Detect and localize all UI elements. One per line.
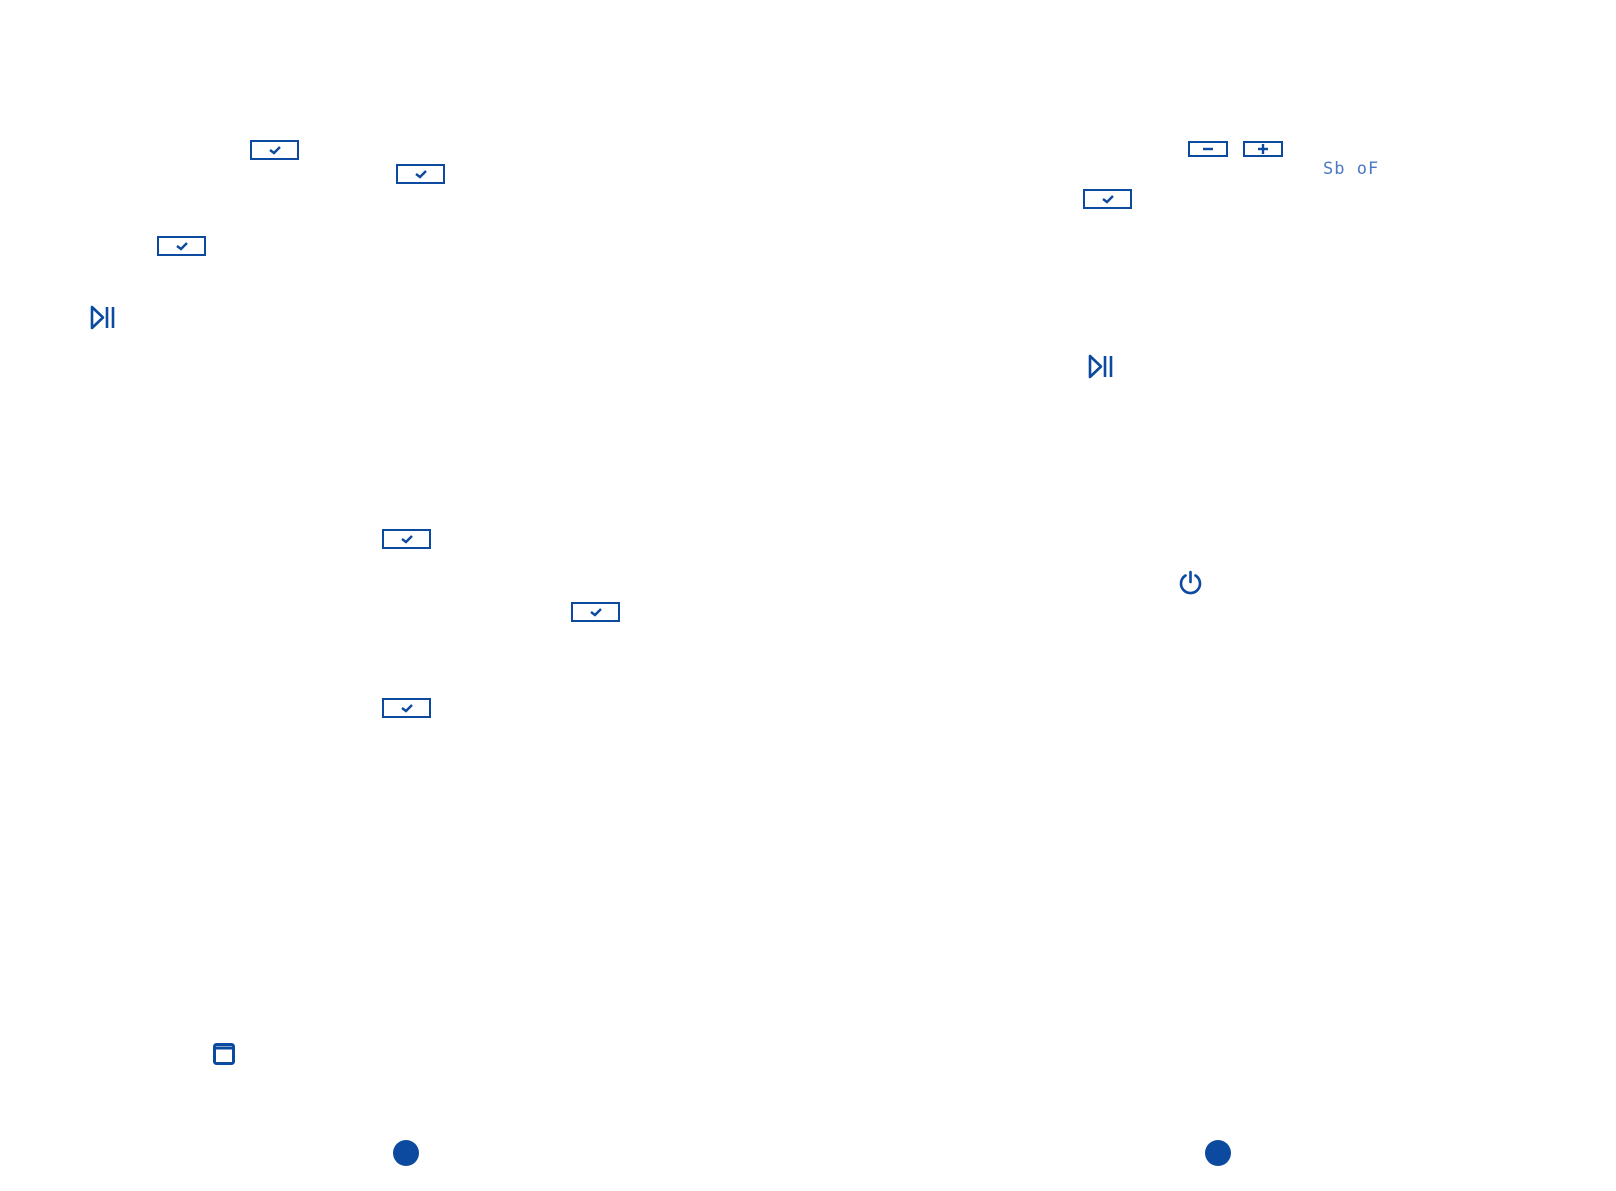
check-key-icon <box>571 602 620 622</box>
check-key-icon <box>250 140 299 160</box>
page-dot <box>1205 1140 1231 1166</box>
check-key-icon <box>382 698 431 718</box>
play-pause-icon <box>1088 354 1113 379</box>
check-key-icon <box>1083 189 1132 209</box>
power-icon <box>1179 570 1202 595</box>
plus-key-icon <box>1243 141 1283 157</box>
check-key-icon <box>157 236 206 256</box>
window-icon <box>213 1043 235 1065</box>
play-pause-icon <box>90 305 115 330</box>
check-key-icon <box>396 164 445 184</box>
check-key-icon <box>382 529 431 549</box>
page-dot <box>393 1140 419 1166</box>
lcd-display: Sb oF <box>1323 159 1380 179</box>
minus-key-icon <box>1188 141 1228 157</box>
